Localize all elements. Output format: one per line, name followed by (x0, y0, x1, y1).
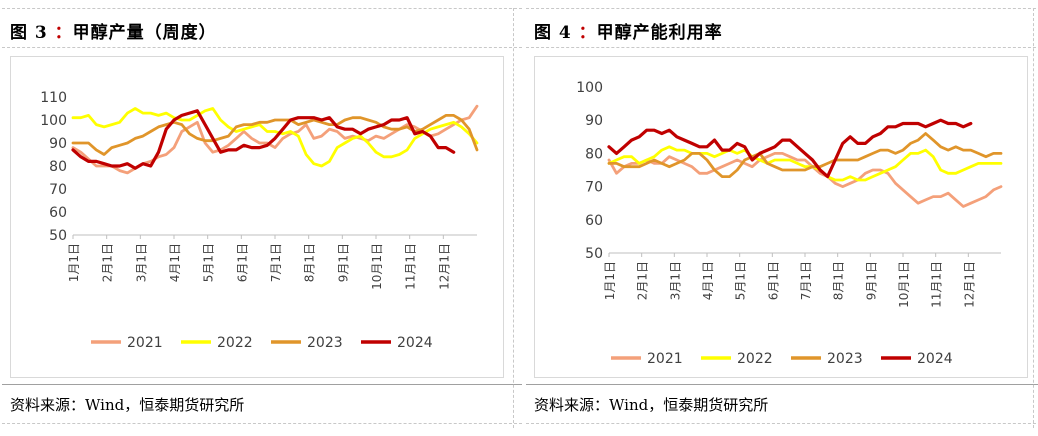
chart-area: 50 60 70 80 90 100 110 1月1日 2月1日 3月1日 4月1日 5月1日 6月1日… (10, 56, 504, 378)
series-line-2022 (607, 145, 1003, 182)
utilization-line-chart: 50 60 70 80 90 100 1月1日 2月1日 3月1日 4月1日 5月1日 6月1日 7月1… (576, 80, 1003, 367)
title-row: 图 3 ：甲醇产量（周度） (2, 8, 522, 48)
source-note: 资料来源：Wind，恒泰期货研究所 (534, 396, 769, 414)
chart-area: 50 60 70 80 90 100 1月1日 2月1日 3月1日 4月1日 5月1日 6月1日 7月1… (534, 56, 1028, 378)
x-tick-label: 6月1日 (766, 261, 780, 300)
legend-label-2022: 2022 (217, 335, 253, 351)
figure-number: 图 4 (534, 23, 572, 43)
x-tick-label: 3月1日 (668, 261, 682, 300)
x-tick-label: 6月1日 (235, 243, 249, 282)
series-line-2021 (607, 152, 1003, 208)
x-tick-label: 5月1日 (202, 243, 216, 282)
y-tick-label: 100 (576, 80, 603, 96)
output-line-chart: 50 60 70 80 90 100 110 1月1日 2月1日 3月1日 4月1日 5月1日 6月1日… (40, 90, 479, 351)
x-tick-label: 11月1日 (930, 261, 944, 308)
y-tick-label: 100 (40, 113, 67, 129)
x-tick-label: 4月1日 (168, 243, 182, 282)
y-tick-label: 70 (49, 182, 67, 198)
legend-label-2023: 2023 (827, 351, 863, 367)
y-tick-label: 50 (585, 246, 603, 262)
x-tick-label: 10月1日 (897, 261, 911, 308)
title-colon: ： (54, 23, 73, 43)
title-colon: ： (578, 23, 597, 43)
chart-title: 图 4 ：甲醇产能利用率 (534, 18, 723, 43)
title-text: 甲醇产量（周度） (72, 23, 217, 43)
legend-label-2024: 2024 (397, 335, 433, 351)
series-line-2022 (71, 107, 479, 168)
legend-label-2021: 2021 (127, 335, 163, 351)
x-tick-label: 8月1日 (832, 261, 846, 300)
chart-title: 图 3 ：甲醇产量（周度） (10, 18, 217, 43)
x-tick-label: 3月1日 (134, 243, 148, 282)
legend-label-2024: 2024 (917, 351, 953, 367)
x-tick-label: 9月1日 (864, 261, 878, 300)
x-tick-label: 9月1日 (336, 243, 350, 282)
x-tick-label: 10月1日 (370, 243, 384, 290)
panel-divider (513, 8, 514, 428)
x-tick-label: 7月1日 (269, 243, 283, 282)
figure-number: 图 3 (10, 23, 48, 43)
series-line-2023 (71, 114, 479, 156)
panel-methanol-utilization: 图 4 ：甲醇产能利用率 50 60 70 80 90 100 1月1日 2月1日 3月1日 4月… (526, 8, 1038, 432)
x-tick-label: 5月1日 (734, 261, 748, 300)
panel-methanol-output: 图 3 ：甲醇产量（周度） 50 60 70 80 90 100 110 1月1日 2月1日 3月… (2, 8, 522, 432)
source-row: 资料来源：Wind，恒泰期货研究所 (526, 384, 1038, 424)
x-tick-label: 1月1日 (67, 243, 81, 282)
y-tick-label: 80 (49, 159, 67, 175)
x-tick-label: 1月1日 (603, 261, 617, 300)
source-note: 资料来源：Wind，恒泰期货研究所 (10, 396, 245, 414)
series-line-2023 (607, 132, 1003, 178)
legend-label-2022: 2022 (737, 351, 773, 367)
source-row: 资料来源：Wind，恒泰期货研究所 (2, 384, 522, 424)
x-tick-label: 12月1日 (962, 261, 976, 308)
x-tick-label: 8月1日 (303, 243, 317, 282)
y-tick-label: 60 (49, 205, 67, 221)
title-text: 甲醇产能利用率 (596, 23, 723, 43)
series-line-2024 (71, 109, 456, 170)
y-tick-label: 80 (585, 146, 603, 162)
y-tick-label: 110 (40, 90, 67, 106)
y-tick-label: 70 (585, 180, 603, 196)
x-tick-label: 11月1日 (404, 243, 418, 290)
legend-label-2021: 2021 (647, 351, 683, 367)
y-tick-label: 60 (585, 213, 603, 229)
legend-label-2023: 2023 (307, 335, 343, 351)
x-tick-label: 12月1日 (437, 243, 451, 290)
y-tick-label: 90 (49, 136, 67, 152)
x-tick-label: 2月1日 (636, 261, 650, 300)
page-edge-line (1033, 8, 1034, 428)
title-row: 图 4 ：甲醇产能利用率 (526, 8, 1038, 48)
y-tick-label: 90 (585, 113, 603, 129)
x-tick-label: 2月1日 (101, 243, 115, 282)
series-line-2024 (607, 118, 973, 179)
x-tick-label: 7月1日 (799, 261, 813, 300)
x-tick-label: 4月1日 (701, 261, 715, 300)
y-tick-label: 50 (49, 228, 67, 244)
